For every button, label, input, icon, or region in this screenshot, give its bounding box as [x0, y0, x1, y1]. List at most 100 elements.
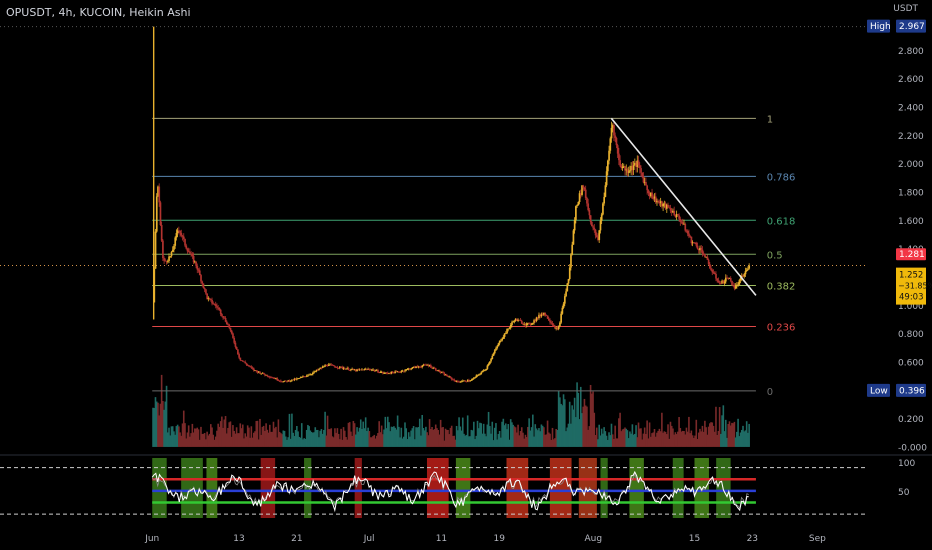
- candle-body: [323, 366, 325, 368]
- volume-bar: [516, 432, 518, 447]
- volume-bar: [164, 401, 167, 447]
- volume-bar: [400, 427, 403, 447]
- volume-bar: [165, 385, 168, 447]
- volume-bar: [303, 438, 306, 447]
- volume-bar: [716, 435, 718, 447]
- volume-bar: [727, 423, 730, 447]
- volume-bar: [656, 432, 658, 447]
- volume-bar: [658, 428, 661, 447]
- volume-bar: [430, 429, 432, 447]
- candle-body: [310, 374, 313, 375]
- candle-body: [442, 372, 444, 374]
- candle-body: [465, 381, 468, 383]
- volume-bar: [359, 419, 362, 447]
- candle-body: [532, 322, 534, 324]
- candle-body: [368, 368, 371, 370]
- volume-bar: [224, 416, 227, 447]
- volume-bar: [152, 407, 154, 447]
- candle-body: [731, 280, 733, 286]
- candle-body: [238, 354, 240, 358]
- volume-bar: [323, 429, 325, 447]
- volume-bar: [512, 424, 514, 447]
- descending-trendline[interactable]: [610, 117, 757, 296]
- candle-body: [271, 377, 274, 379]
- volume-bar: [486, 424, 489, 447]
- candle-body: [742, 275, 744, 277]
- candle-body: [309, 374, 312, 376]
- candle-body: [228, 324, 231, 328]
- candle-body: [291, 379, 293, 381]
- candle-body: [363, 369, 366, 371]
- volume-bar: [162, 401, 164, 447]
- candle-body: [184, 238, 186, 246]
- candle-body: [437, 370, 440, 372]
- candle-body: [602, 203, 604, 215]
- candle-body: [588, 210, 591, 216]
- candle-body: [732, 285, 735, 287]
- candle-body: [313, 371, 315, 373]
- candle-body: [253, 368, 255, 371]
- candle-body: [576, 205, 578, 207]
- volume-bar: [221, 416, 223, 447]
- volume-bar: [577, 392, 580, 447]
- volume-bar: [594, 434, 597, 447]
- volume-bar: [468, 436, 470, 447]
- candle-body: [470, 379, 473, 381]
- volume-bar: [536, 430, 539, 447]
- candle-body: [727, 278, 730, 280]
- high-label-badge-bg: [867, 19, 890, 33]
- candle-body: [512, 321, 515, 323]
- chart-title: OPUSDT, 4h, KUCOIN, Heikin Ashi: [6, 6, 191, 19]
- volume-bar: [355, 434, 357, 447]
- candle-body: [665, 204, 668, 209]
- candle-body: [158, 186, 161, 203]
- candle-body: [748, 265, 751, 269]
- volume-bar: [169, 435, 172, 447]
- candle-body: [230, 330, 233, 334]
- volume-bar: [733, 421, 736, 447]
- candle-body: [461, 380, 464, 382]
- candle-body: [496, 346, 499, 349]
- volume-bar: [404, 422, 406, 447]
- high-label-badge: High: [870, 22, 891, 32]
- volume-bar: [685, 427, 688, 447]
- volume-bar: [731, 422, 733, 447]
- candle-body: [681, 222, 684, 225]
- candle-body: [573, 220, 576, 231]
- volume-bar: [711, 422, 714, 447]
- candle-body: [380, 371, 383, 373]
- candle-body: [560, 313, 562, 323]
- volume-bar: [634, 433, 636, 447]
- candle-body: [616, 145, 619, 154]
- candle-body: [614, 135, 617, 139]
- volume-bar: [473, 421, 475, 447]
- volume-bar: [477, 428, 480, 447]
- volume-bar: [593, 412, 596, 447]
- candle-body: [334, 366, 336, 368]
- candle-body: [356, 369, 358, 372]
- volume-bar: [616, 438, 619, 447]
- volume-bar: [159, 403, 162, 447]
- candle-body: [627, 171, 630, 173]
- volume-bar: [297, 431, 299, 447]
- candle-body: [345, 368, 347, 370]
- candle-body: [519, 320, 522, 322]
- candle-body: [378, 372, 381, 374]
- volume-bar: [217, 423, 219, 447]
- volume-bar: [414, 439, 416, 447]
- candle-body: [593, 227, 596, 230]
- candle-body: [410, 368, 413, 370]
- time-tick-label: 15: [689, 534, 700, 544]
- volume-bar: [618, 418, 620, 447]
- candle-body: [669, 208, 672, 211]
- volume-bar: [206, 431, 208, 447]
- candle-body: [487, 363, 490, 366]
- candle-body: [527, 323, 529, 325]
- volume-bar: [389, 431, 392, 447]
- volume-bar: [567, 423, 570, 447]
- candle-body: [330, 364, 333, 366]
- candle-body: [653, 196, 656, 199]
- candle-body: [377, 370, 379, 373]
- candle-body: [277, 380, 280, 381]
